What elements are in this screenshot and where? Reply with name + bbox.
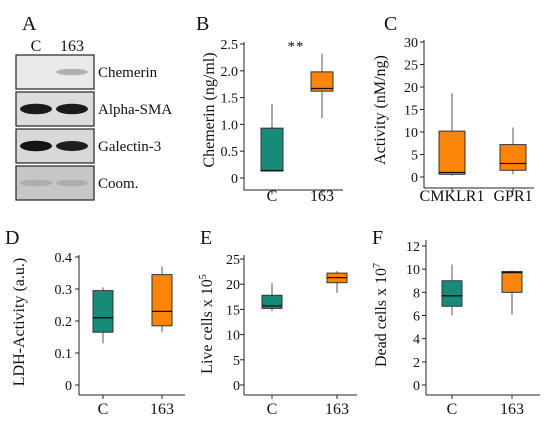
lane-label-163: 163 bbox=[60, 38, 84, 55]
panel-f-category-label-1: C bbox=[447, 401, 458, 418]
panel-f-ytick-label: 0 bbox=[413, 379, 420, 394]
panel-c-ytick-label: 20 bbox=[404, 81, 418, 96]
panel-e-category-label-2: 163 bbox=[325, 401, 349, 418]
panel-b-category-label-1: C bbox=[267, 188, 278, 205]
panel-f-ytick-label: 6 bbox=[413, 310, 420, 325]
panel-c-ytick-label: 5 bbox=[411, 149, 418, 164]
panel-f-ytick-label: 2 bbox=[413, 356, 420, 371]
panel-b-ytick-label: 1.5 bbox=[221, 92, 239, 107]
panel-c-ytick-label: 30 bbox=[404, 36, 418, 51]
panel-label-b: B bbox=[196, 13, 209, 35]
panel-d-category-label-2: 163 bbox=[150, 401, 174, 418]
panel-e-box-1 bbox=[261, 294, 283, 309]
panel-c-y-axis-label: Activity (nM/ng) bbox=[372, 55, 389, 165]
panel-label-c: C bbox=[384, 13, 397, 35]
panel-d-ytick-label: 0 bbox=[65, 379, 72, 394]
panel-d-box-1 bbox=[92, 290, 114, 333]
panel-f-category-label-2: 163 bbox=[500, 401, 524, 418]
panel-label-d: D bbox=[5, 227, 19, 249]
panel-c-ytick-label: 25 bbox=[404, 59, 418, 74]
panel-e-y-axis-label-exponent: 5 bbox=[198, 274, 209, 279]
blot-band-row4-lane2 bbox=[56, 179, 88, 187]
panel-f-ytick-label: 4 bbox=[413, 333, 420, 348]
panel-b-ytick-label: 0 bbox=[231, 172, 238, 187]
panel-b-category-label-2: 163 bbox=[310, 188, 334, 205]
panel-e-live-cells-chart: E 0 5 10 15 20 25 Live cells x 105 C 163 bbox=[198, 227, 357, 418]
panel-f-y-axis-label-exponent: 7 bbox=[372, 263, 383, 268]
blot-label-1: Chemerin bbox=[98, 65, 158, 81]
panel-c-ytick-label: 15 bbox=[404, 104, 418, 119]
panel-e-ytick-label: 25 bbox=[226, 253, 240, 268]
panel-d-ytick-label: 0.3 bbox=[55, 283, 73, 298]
panel-f-box-2 bbox=[501, 270, 523, 293]
blot-band-row3-lane2 bbox=[56, 141, 88, 151]
blot-band-row2-lane2 bbox=[56, 103, 88, 115]
panel-b-ytick-label: 2.5 bbox=[221, 38, 239, 53]
blot-band-row4-lane1 bbox=[20, 179, 52, 187]
panel-f-dead-cells-chart: F 0 2 4 6 8 10 12 Dead cells x 107 C 163 bbox=[372, 227, 540, 418]
panel-f-box-1 bbox=[441, 280, 463, 307]
blot-band-row1-lane2 bbox=[56, 68, 88, 76]
panel-d-ytick-label: 0.2 bbox=[55, 315, 73, 330]
panel-e-y-axis-label: Live cells x 105 bbox=[198, 274, 216, 374]
blot-label-4: Coom. bbox=[98, 176, 138, 192]
panel-e-ytick-label: 10 bbox=[226, 329, 240, 344]
panel-b-y-axis-label: Chemerin (ng/ml) bbox=[201, 52, 218, 167]
panel-a-western-blot: A C 163 Chemerin Alpha-SMA Galectin-3 Coom. bbox=[15, 13, 172, 201]
panel-b-box-2 bbox=[310, 71, 334, 92]
panel-e-ytick-label: 20 bbox=[226, 278, 240, 293]
panel-d-y-axis-label: LDH-Activity (a.u.) bbox=[11, 258, 28, 386]
panel-b-ytick-label: 2.0 bbox=[221, 65, 239, 80]
panel-c-ytick-label: 10 bbox=[404, 126, 418, 141]
panel-c-category-label-1: CMKLR1 bbox=[420, 188, 485, 205]
panel-d-ytick-label: 0.1 bbox=[55, 347, 73, 362]
panel-c-ytick-label: 0 bbox=[411, 171, 418, 186]
panel-c-category-label-2: GPR1 bbox=[493, 188, 532, 205]
panel-b-ytick-label: 0.5 bbox=[221, 145, 239, 160]
panel-c-box-1 bbox=[438, 130, 466, 175]
blot-label-2: Alpha-SMA bbox=[98, 102, 172, 118]
panel-b-ytick-label: 1.0 bbox=[221, 118, 239, 133]
panel-e-ytick-label: 0 bbox=[233, 379, 240, 394]
lane-label-control: C bbox=[31, 38, 42, 55]
panel-b-significance-mark: ** bbox=[288, 39, 305, 55]
panel-f-ytick-label: 8 bbox=[413, 286, 420, 301]
panel-f-ytick-label: 12 bbox=[406, 240, 420, 255]
blot-rows: Chemerin Alpha-SMA Galectin-3 Coom. bbox=[15, 54, 172, 201]
panel-label-f: F bbox=[372, 227, 383, 249]
blot-label-3: Galectin-3 bbox=[98, 139, 161, 155]
panel-f-ytick-label: 10 bbox=[406, 263, 420, 278]
panel-f-y-axis-label: Dead cells x 107 bbox=[372, 263, 390, 367]
panel-d-ldh-chart: D 0 0.1 0.2 0.3 0.4 LDH-Activity (a.u.) C 163 bbox=[5, 227, 185, 418]
panel-b-box-1 bbox=[260, 127, 284, 172]
panel-label-a: A bbox=[22, 13, 37, 35]
blot-band-row3-lane1 bbox=[20, 140, 52, 152]
panel-e-ytick-label: 15 bbox=[226, 303, 240, 318]
panel-d-ytick-label: 0.4 bbox=[55, 251, 73, 266]
panel-e-category-label-1: C bbox=[267, 401, 278, 418]
panel-d-category-label-1: C bbox=[98, 401, 109, 418]
blot-band-row2-lane1 bbox=[20, 103, 52, 115]
panel-label-e: E bbox=[200, 227, 212, 249]
panel-e-ytick-label: 5 bbox=[233, 354, 240, 369]
panel-d-box-2 bbox=[151, 274, 173, 327]
panel-c-activity-chart: C 0 5 10 15 20 25 30 Activity (nM/ng) CMKLR1 GPR1 bbox=[372, 13, 534, 205]
panel-c-box-2 bbox=[499, 144, 527, 171]
